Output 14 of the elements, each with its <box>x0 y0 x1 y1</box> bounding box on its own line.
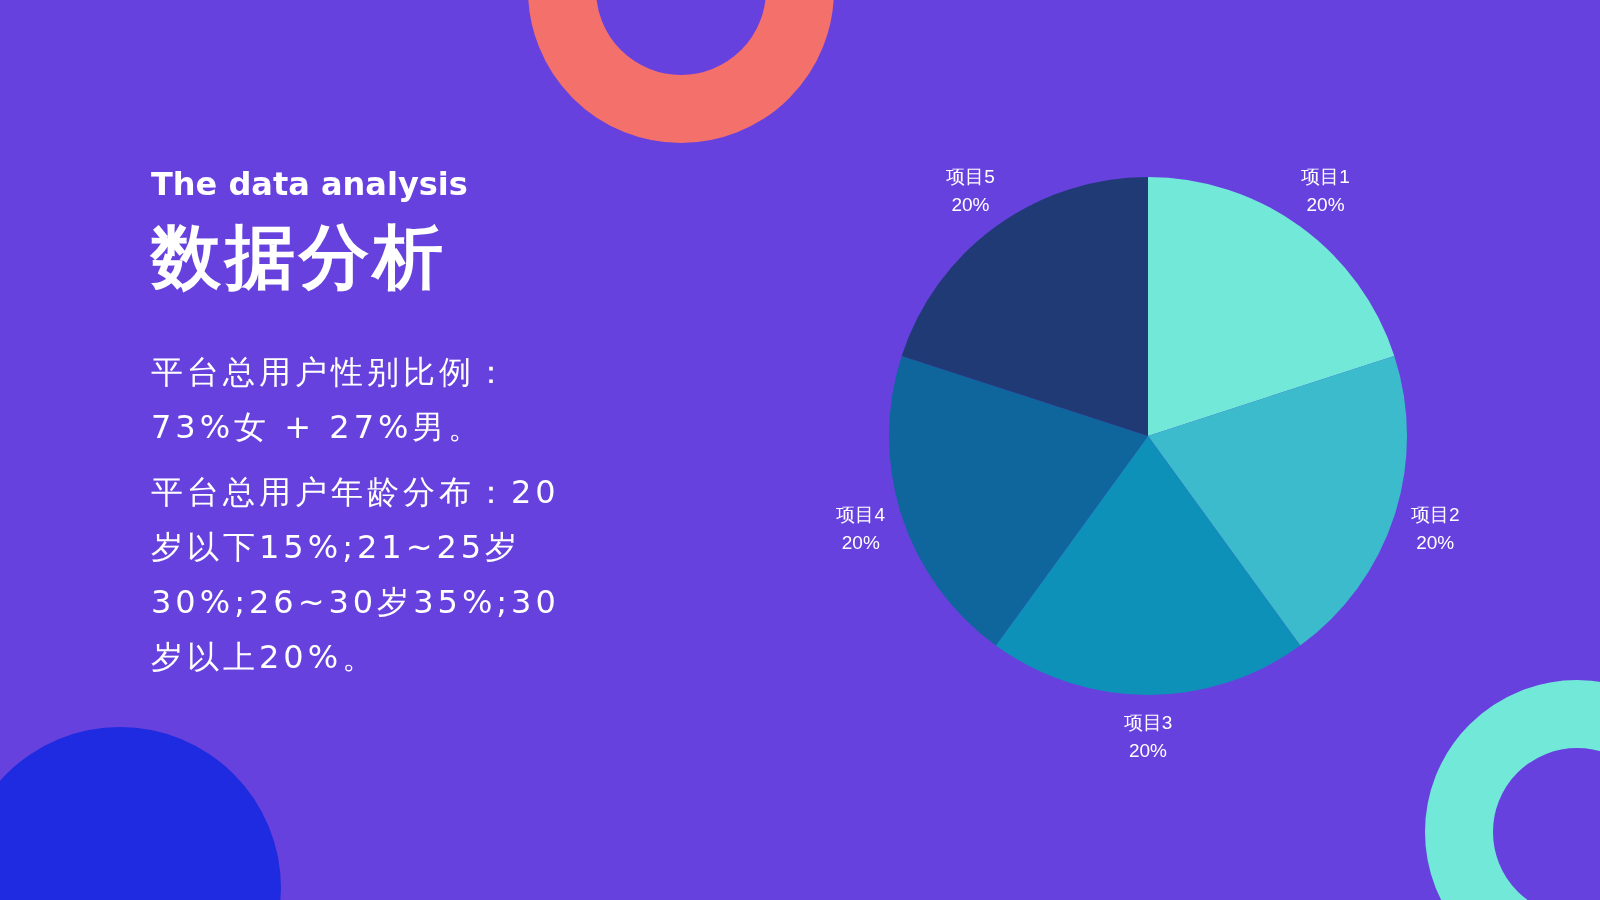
slice-label: 项目3 <box>1123 712 1173 734</box>
data-label: 20% <box>1306 193 1345 215</box>
data-label: 20% <box>1128 740 1168 762</box>
data-label: 20% <box>1416 531 1455 553</box>
text: 平台总用户年龄分布：20岁以下15%;21~25岁30%;26~30岁35%;30岁以上20%。 <box>151 472 561 678</box>
data-label: 20% <box>951 193 990 215</box>
slice-label: 项目2 <box>1410 503 1460 525</box>
slice-label: 项目1 <box>1301 165 1350 187</box>
text: 平台总用户性别比例：73%女 + 27%男。 <box>151 352 512 448</box>
text: 数据分析 <box>151 215 448 300</box>
slice-label: 项目4 <box>836 503 886 525</box>
slice-label: 项目5 <box>946 165 995 187</box>
data-label: 20% <box>841 531 880 553</box>
text: The data analysis <box>151 165 469 203</box>
